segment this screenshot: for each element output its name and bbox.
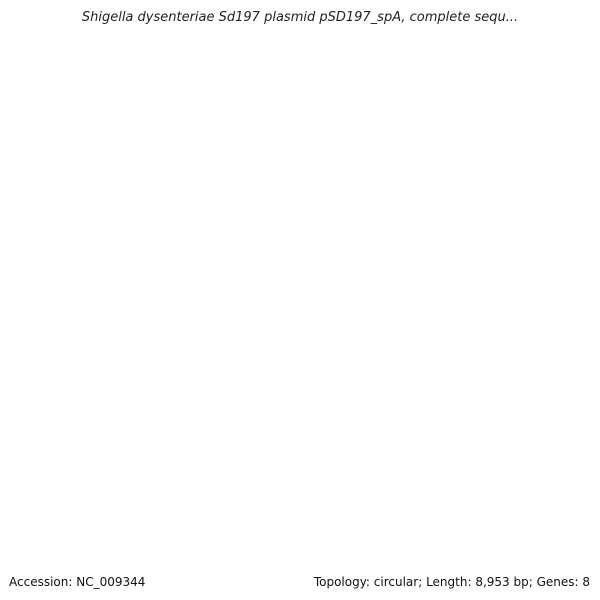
accession-text: Accession: NC_009344	[9, 575, 146, 589]
map-title: Shigella dysenteriae Sd197 plasmid pSD19…	[81, 10, 519, 25]
map-summary-text: Topology: circular; Length: 8,953 bp; Ge…	[313, 575, 590, 589]
